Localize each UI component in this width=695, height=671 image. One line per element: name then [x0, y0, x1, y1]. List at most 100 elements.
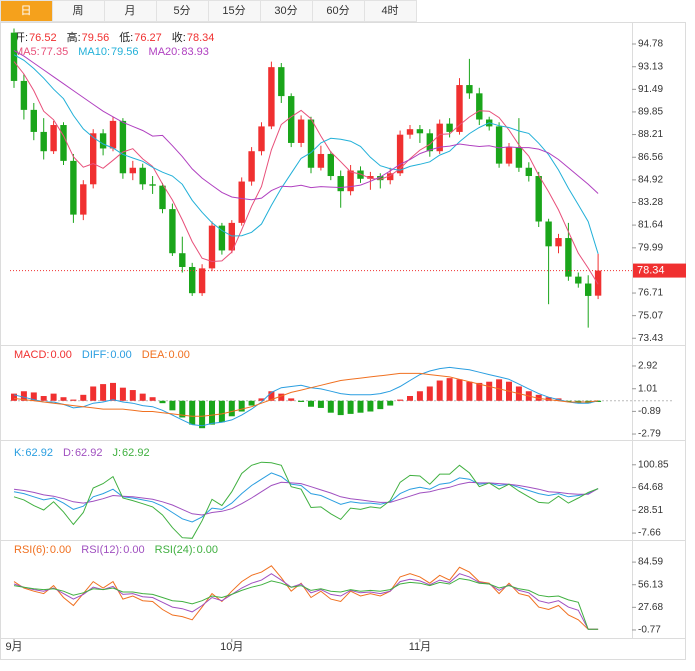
y-tick-label: 93.13	[638, 61, 663, 72]
candle-body	[139, 167, 146, 185]
candle-body	[307, 119, 315, 168]
candle-body	[198, 268, 206, 294]
macd-bar	[90, 386, 97, 401]
macd-bar	[397, 399, 404, 401]
macd-bar	[327, 400, 334, 413]
macd-bar	[545, 397, 552, 401]
y-tick-label: 1.01	[638, 383, 658, 394]
candle-body	[406, 129, 414, 135]
candle-body	[317, 153, 325, 168]
y-tick-label: -0.89	[638, 406, 661, 417]
candle-body	[189, 266, 196, 294]
candle-body	[218, 225, 226, 251]
macd-bar	[40, 396, 47, 401]
y-tick-label: -0.77	[638, 625, 661, 636]
x-tick-label: 9月	[5, 641, 22, 653]
legend-value: 76.27	[134, 32, 162, 44]
macd-bar	[228, 400, 235, 417]
macd-bar	[347, 400, 354, 414]
current-price-label: 78.34	[637, 264, 665, 276]
macd-bar	[298, 400, 305, 402]
tab-label[interactable]: 周	[73, 4, 84, 17]
legend-label: MACD:	[14, 349, 49, 361]
macd-bar	[357, 400, 364, 413]
tab[interactable]	[364, 0, 417, 22]
candle-body	[109, 120, 117, 149]
candle-body	[248, 151, 255, 182]
macd-bar	[416, 391, 423, 401]
macd-bar	[50, 393, 57, 401]
macd-bar	[436, 380, 443, 401]
legend-value: 0.00	[168, 349, 189, 361]
tab-label[interactable]: 4时	[381, 4, 398, 17]
candle-body	[327, 153, 334, 177]
candle-body	[387, 173, 394, 181]
indicator-line	[13, 366, 599, 427]
legend-label: RSI(6):	[14, 544, 49, 556]
y-tick-label: 81.64	[638, 220, 663, 231]
macd-bar	[317, 400, 324, 408]
macd-bar	[119, 387, 126, 401]
candle-body	[228, 222, 235, 251]
candle-body	[208, 225, 216, 269]
macd-bar	[486, 381, 493, 401]
indicator-line	[13, 372, 599, 417]
legend-value: 62.92	[25, 447, 53, 459]
macd-bar	[11, 393, 17, 401]
tab-label[interactable]: 15分	[222, 4, 245, 17]
y-tick-label: 86.56	[638, 152, 663, 163]
candle-body	[60, 125, 67, 161]
candle-body	[159, 185, 166, 210]
candle-body	[337, 176, 344, 192]
y-tick-label: 91.49	[638, 84, 663, 95]
candle-body	[119, 120, 127, 174]
tab-label[interactable]: 日	[21, 5, 32, 17]
legend-value: 78.34	[187, 32, 215, 44]
candle-body	[129, 167, 136, 174]
tab-label[interactable]: 5分	[173, 4, 190, 17]
legend-label: MA10:	[78, 46, 110, 58]
macd-bar	[535, 394, 542, 401]
y-tick-label: 56.13	[638, 579, 663, 590]
candle-body	[288, 96, 295, 143]
indicator-line	[13, 461, 599, 539]
y-tick-label: 79.99	[638, 242, 663, 253]
macd-bar	[159, 400, 166, 404]
macd-bar	[278, 393, 285, 401]
candle-body	[426, 133, 433, 152]
legend-label: RSI(12):	[81, 544, 122, 556]
y-tick-label: 75.07	[638, 310, 663, 321]
tab-label[interactable]: 30分	[274, 4, 297, 17]
chart-border	[0, 22, 686, 660]
macd-bar	[110, 382, 116, 401]
legend-label: 收:	[172, 30, 186, 44]
legend-label: DIFF:	[82, 349, 110, 361]
legend-label: 高:	[67, 30, 81, 44]
x-tick-label: 10月	[220, 641, 243, 653]
candle-body	[367, 176, 374, 179]
macd-bar	[209, 400, 215, 425]
y-tick-label: 64.68	[638, 482, 663, 493]
indicator-line	[13, 577, 599, 630]
macd-bar	[179, 400, 186, 418]
current-price-box	[633, 263, 686, 278]
macd-bar	[20, 391, 27, 401]
tab-label[interactable]: 60分	[326, 4, 349, 17]
legend-value: 62.92	[122, 447, 150, 459]
candle-body	[555, 238, 562, 247]
y-tick-label: 84.59	[638, 557, 663, 568]
macd-bar	[149, 397, 156, 401]
y-tick-label: 89.85	[638, 107, 663, 118]
tab-label[interactable]: 月	[125, 5, 136, 17]
legend-label: 低:	[119, 31, 133, 44]
x-tick-label: 11月	[409, 641, 431, 653]
macd-bar	[426, 386, 433, 401]
candle-body	[594, 270, 602, 296]
y-tick-label: 27.68	[638, 602, 663, 613]
candle-body	[565, 238, 572, 277]
candle-body	[515, 147, 523, 168]
macd-bar	[199, 400, 206, 429]
legend-value: 76.52	[29, 32, 57, 44]
candle-body	[80, 184, 87, 215]
y-tick-label: 94.78	[638, 39, 663, 50]
